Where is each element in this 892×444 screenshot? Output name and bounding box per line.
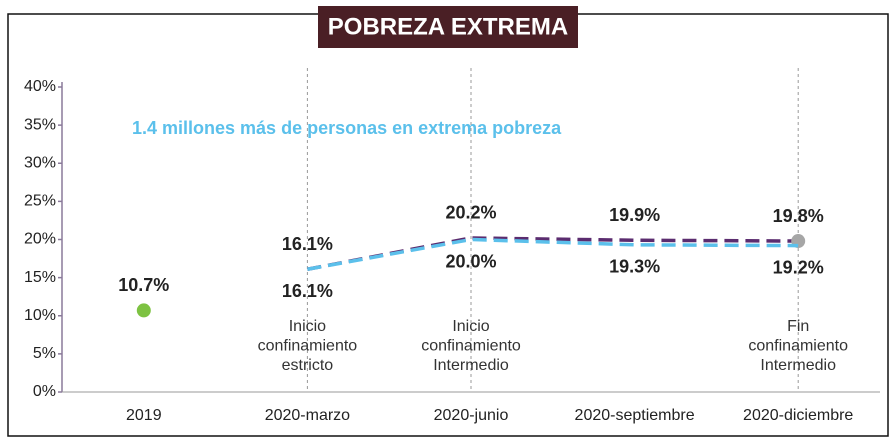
x-tick-label: 2020-diciembre	[743, 407, 853, 424]
event-label: Intermedio	[433, 357, 509, 374]
event-label: confinamiento	[258, 338, 358, 355]
y-tick-label: 35%	[24, 116, 56, 133]
value-label: 19.2%	[773, 257, 824, 277]
y-tick-label: 10%	[24, 307, 56, 324]
chart-title: POBREZA EXTREMA	[328, 13, 568, 40]
event-label: Intermedio	[760, 357, 836, 374]
x-tick-label: 2020-septiembre	[575, 407, 695, 424]
event-label: estricto	[282, 357, 334, 374]
series-line	[307, 236, 799, 271]
series-line	[307, 237, 799, 271]
value-label: 10.7%	[118, 275, 169, 295]
y-tick-label: 40%	[24, 78, 56, 95]
y-tick-label: 25%	[24, 193, 56, 210]
y-tick-label: 30%	[24, 154, 56, 171]
annotation: 1.4 millones más de personas en extrema …	[132, 118, 562, 138]
value-label: 19.9%	[609, 205, 660, 225]
event-label: Fin	[787, 318, 809, 335]
value-label: 19.8%	[773, 206, 824, 226]
x-tick-label: 2020-marzo	[265, 407, 350, 424]
event-label: confinamiento	[421, 338, 521, 355]
y-tick-label: 0%	[33, 383, 56, 400]
x-tick-label: 2020-junio	[434, 407, 509, 424]
value-label: 20.2%	[445, 203, 496, 223]
title-box	[318, 6, 578, 48]
y-tick-label: 20%	[24, 231, 56, 248]
event-label: confinamiento	[748, 338, 848, 355]
event-label: Inicio	[289, 318, 326, 335]
event-label: Inicio	[452, 318, 489, 335]
value-label: 16.1%	[282, 281, 333, 301]
point	[136, 303, 151, 318]
value-label: 20.0%	[445, 251, 496, 271]
value-label: 16.1%	[282, 234, 333, 254]
value-label: 19.3%	[609, 257, 660, 277]
y-tick-label: 5%	[33, 345, 56, 362]
y-tick-label: 15%	[24, 269, 56, 286]
x-tick-label: 2019	[126, 407, 162, 424]
